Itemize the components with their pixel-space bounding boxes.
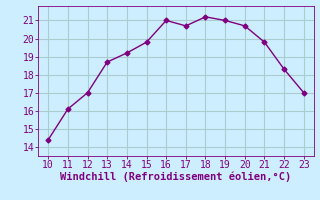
X-axis label: Windchill (Refroidissement éolien,°C): Windchill (Refroidissement éolien,°C) <box>60 172 292 182</box>
